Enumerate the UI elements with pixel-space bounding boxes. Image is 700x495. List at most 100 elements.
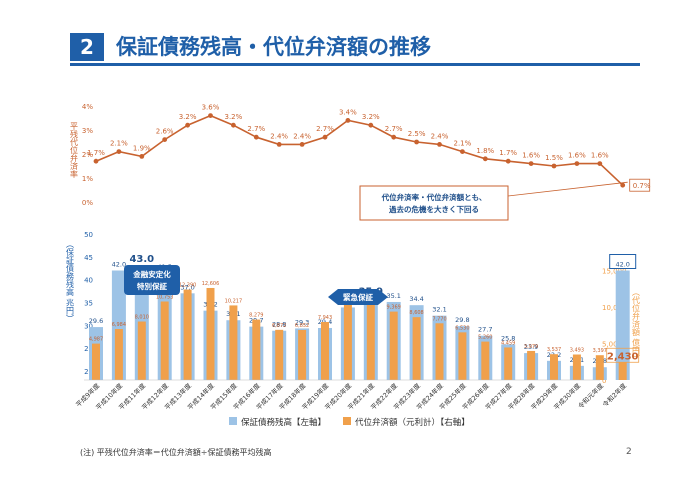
- badge-2-label: 緊急保証: [343, 292, 373, 302]
- subrogation-data-label: 8,010: [135, 315, 149, 321]
- subrogation-bar: [183, 289, 192, 380]
- subrogation-data-label: 6,984: [112, 322, 126, 328]
- bar-right-y-tick: 0: [602, 377, 606, 385]
- title-underline: [70, 63, 640, 66]
- rate-point: [208, 113, 213, 118]
- subrogation-bar: [343, 304, 352, 380]
- callout-pointer: [507, 181, 628, 197]
- rate-point: [505, 158, 511, 164]
- subrogation-data-label: 12,606: [202, 281, 220, 287]
- rate-point: [322, 134, 328, 140]
- rate-data-label: 3.4%: [339, 108, 357, 116]
- rate-data-label: 3.2%: [362, 113, 380, 121]
- bar-right-y-tick: 5,000: [602, 341, 622, 349]
- subrogation-data-label: 3,537: [547, 347, 561, 353]
- subrogation-bar: [481, 341, 490, 380]
- rate-data-label: 3.2%: [225, 113, 243, 121]
- line-y-tick: 3%: [82, 127, 93, 135]
- line-y-axis-title: 平残代位弁済率: [70, 122, 79, 179]
- rate-data-label: 1.6%: [568, 152, 586, 160]
- balance-bar: [615, 270, 630, 380]
- rate-point: [93, 158, 99, 164]
- subrogation-bar: [389, 311, 398, 380]
- subrogation-data-label: 4,459: [501, 340, 515, 346]
- callout-box: [359, 185, 509, 221]
- page-number: 2: [626, 447, 632, 457]
- bar-left-y-tick: 40: [84, 277, 93, 285]
- rate-point: [345, 118, 351, 123]
- rate-data-label: 2.5%: [408, 130, 426, 138]
- subrogation-data-label: 10,753: [156, 295, 174, 301]
- legend-label-subrogation: 代位弁済額（元利計）【右軸】: [355, 417, 470, 428]
- subrogation-data-label: 5,260: [478, 335, 492, 341]
- balance-data-label: 27.7: [478, 326, 492, 334]
- rate-point: [437, 142, 442, 147]
- rate-point: [597, 161, 603, 167]
- subrogation-bar: [504, 347, 513, 380]
- subrogation-bar: [160, 301, 169, 380]
- bar-right-y-axis-title: （代位弁済額 億円）: [632, 288, 641, 363]
- rate-data-label: 2.6%: [156, 128, 174, 136]
- subrogation-data-label: 10,217: [225, 298, 243, 304]
- subrogation-bar: [229, 305, 238, 380]
- rate-data-label: 2.4%: [270, 132, 288, 140]
- bar-left-y-axis-title: （保証債務残高 兆円）: [66, 240, 75, 323]
- legend-label-balance: 保証債務残高【左軸】: [241, 417, 326, 428]
- rate-point: [528, 161, 534, 167]
- rate-data-label: 1.7%: [87, 149, 105, 157]
- callout-line-2: 過去の危機を大きく下回る: [389, 204, 479, 214]
- balance-data-label: 29.3: [295, 318, 309, 326]
- rate-point: [482, 156, 488, 162]
- rate-point: [620, 182, 626, 188]
- balance-data-label: 29.8: [455, 316, 469, 324]
- subrogation-data-label: 7,943: [318, 315, 332, 321]
- subrogation-bar: [458, 332, 467, 380]
- rate-point: [139, 154, 145, 159]
- rate-data-label: 2.4%: [293, 132, 311, 140]
- subrogation-bar: [114, 329, 123, 380]
- balance-data-label: 23.9: [524, 343, 538, 351]
- line-y-tick: 2%: [82, 151, 93, 159]
- rate-data-label: 2.7%: [316, 125, 334, 133]
- rate-point: [460, 149, 465, 155]
- subrogation-data-label: 8,279: [249, 313, 263, 319]
- rate-point: [162, 137, 168, 143]
- line-y-tick: 1%: [82, 175, 93, 183]
- bar-right-y-tick: 15,000: [602, 268, 627, 276]
- subrogation-data-label: 9,369: [387, 305, 401, 311]
- subrogation-bar: [595, 355, 604, 380]
- balance-data-label: 29.4: [318, 318, 332, 326]
- rate-point: [253, 134, 259, 140]
- balance-data-label: 25.8: [501, 334, 515, 342]
- rate-point: [368, 122, 374, 128]
- callout-line-1: 代位弁済率・代位弁済額とも、: [381, 192, 487, 202]
- rate-data-label: 1.6%: [591, 152, 609, 160]
- badge-1-line-2: 特別保証: [137, 281, 167, 291]
- rate-point: [414, 139, 419, 145]
- rate-data-label: 1.8%: [476, 147, 494, 155]
- rate-data-label: 0.7%: [633, 182, 651, 190]
- balance-data-label: 28.8: [272, 321, 286, 329]
- subrogation-data-label: 3,979: [524, 344, 538, 350]
- subrogation-data-label: 6,530: [455, 325, 469, 331]
- legend-swatch-subrogation: [343, 417, 351, 425]
- section-number: 2: [70, 33, 104, 61]
- footnote: (注) 平残代位弁済率＝代位弁済額÷保証債務平均残高: [80, 448, 272, 457]
- subrogation-last-box: [606, 347, 640, 363]
- subrogation-bar: [92, 343, 100, 380]
- subrogation-bar: [618, 362, 627, 380]
- rate-data-label: 1.5%: [545, 154, 563, 162]
- subrogation-data-label: 6,852: [295, 323, 309, 329]
- line-y-tick: 4%: [82, 103, 93, 111]
- bar-right-y-tick: 10,000: [602, 304, 627, 312]
- rate-data-label: 2.1%: [454, 140, 472, 148]
- bar-left-y-tick: 45: [84, 254, 93, 262]
- bar-left-y-tick: 35: [84, 299, 93, 307]
- bar-left-y-tick: 25: [84, 345, 93, 353]
- subrogation-data-label: 4,987: [89, 337, 103, 343]
- line-y-tick: 0%: [82, 199, 93, 207]
- subrogation-bar: [412, 317, 421, 380]
- rate-data-label: 1.6%: [522, 152, 540, 160]
- balance-data-label: 42.0: [112, 261, 126, 269]
- subrogation-data-label: 3,397: [593, 348, 607, 354]
